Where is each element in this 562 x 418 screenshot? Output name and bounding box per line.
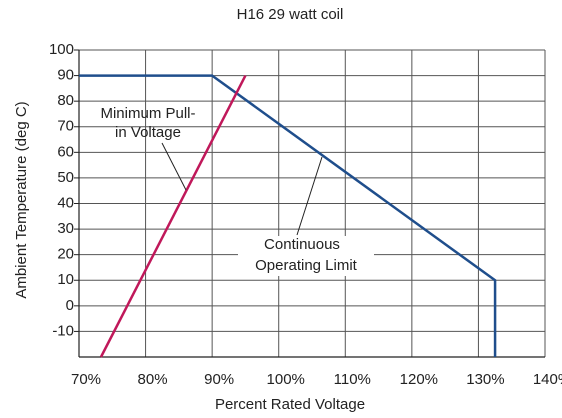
y-tick-label: 20 [57, 246, 74, 263]
x-tick-label: 80% [138, 371, 168, 388]
x-tick-label: 120% [400, 371, 438, 388]
annotation-text: Minimum Pull- [100, 105, 195, 122]
annotation-text: Operating Limit [255, 257, 358, 274]
y-tick-label: 10 [57, 271, 74, 288]
annotation-pointer [296, 156, 323, 236]
annotation-background [238, 236, 374, 276]
x-tick-label: 130% [466, 371, 504, 388]
y-tick-label: 30 [57, 220, 74, 237]
series-line [79, 74, 497, 357]
y-tick-label: 0 [66, 297, 74, 314]
y-tick-label: 40 [57, 194, 74, 211]
x-tick-label: 70% [71, 371, 101, 388]
series-line [99, 75, 247, 358]
y-tick-label: 50 [57, 169, 74, 186]
plot-area: -10 0 10 20 30 40 50 60 70 80 90 100 70% 80% 90% 100% 11… [49, 41, 562, 388]
y-tick-label: 60 [57, 143, 74, 160]
y-tick-label: 90 [57, 67, 74, 84]
x-axis-label: Percent Rated Voltage [215, 396, 365, 413]
y-tick-label: -10 [52, 322, 74, 339]
y-tick-label: 70 [57, 118, 74, 135]
annotation-text: Continuous [264, 236, 340, 253]
annotations: Minimum Pull- in Voltage Continuous Oper… [100, 105, 374, 276]
annotation-pointer [161, 142, 187, 191]
y-tick-label: 80 [57, 92, 74, 109]
x-tick-label: 110% [334, 371, 371, 388]
chart-title: H16 29 watt coil [237, 6, 344, 23]
y-axis-label: Ambient Temperature (deg C) [13, 101, 30, 298]
x-tick-label: 100% [267, 371, 305, 388]
x-tick-label: 140% [533, 371, 562, 388]
annotation-text: in Voltage [115, 124, 181, 141]
x-tick-label: 90% [204, 371, 234, 388]
y-tick-label: 100 [49, 41, 74, 58]
